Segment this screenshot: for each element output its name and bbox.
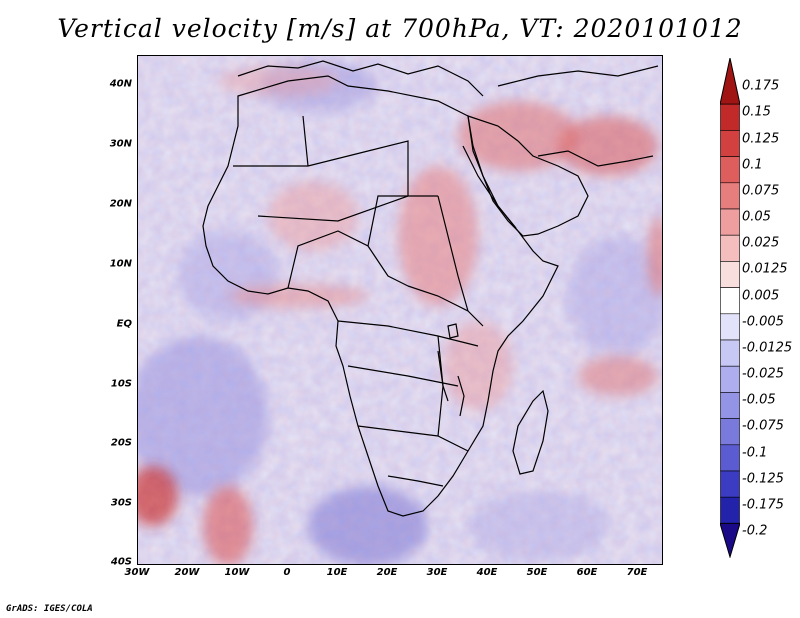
colorbar-cell [720, 103, 740, 131]
lon-label: 0 [283, 567, 291, 578]
colorbar-cell [720, 287, 740, 315]
colorbar-cell [720, 156, 740, 184]
lon-label: 30W [124, 567, 150, 578]
colorbar-label: 0.05 [742, 209, 771, 225]
lat-label: 40N [109, 78, 132, 90]
colorbar-label: 0.125 [742, 131, 780, 147]
colorbar-label: -0.2 [742, 523, 768, 539]
colorbar-cell [720, 182, 740, 210]
colorbar-label: -0.1 [742, 445, 768, 461]
colorbar-label: 0.15 [742, 104, 771, 120]
colorbar-cell [720, 496, 740, 524]
lon-label: 50E [526, 567, 548, 578]
lat-label: 10S [110, 378, 132, 390]
credit-text: GrADS: IGES/COLA [6, 604, 93, 614]
colorbar-cell [720, 208, 740, 236]
lon-label: 20W [174, 567, 200, 578]
colorbar-cell [720, 365, 740, 393]
colorbar-label: -0.0125 [742, 340, 793, 356]
lat-label: 20N [109, 198, 132, 210]
lon-label: 70E [626, 567, 648, 578]
colorbar-cell [720, 130, 740, 157]
colorbar-bottom-arrow [720, 522, 740, 558]
colorbar-top-arrow [720, 58, 740, 105]
lat-label: 30N [109, 138, 132, 150]
coastlines [202, 60, 659, 517]
colorbar [720, 58, 740, 558]
colorbar-cell [720, 234, 740, 262]
colorbar-cell [720, 470, 740, 498]
lon-label: 60E [576, 567, 598, 578]
colorbar-label: 0.0125 [742, 261, 788, 277]
lon-label: 30E [426, 567, 448, 578]
colorbar-label: -0.05 [742, 392, 776, 408]
colorbar-label: 0.075 [742, 183, 780, 199]
lat-label: 30S [110, 497, 132, 509]
colorbar-label: 0.005 [742, 288, 780, 304]
lon-label: 20E [376, 567, 398, 578]
lat-label: 20S [110, 437, 132, 449]
lat-label: EQ [116, 318, 132, 330]
colorbar-label: -0.125 [742, 471, 784, 487]
colorbar-cells [720, 58, 740, 558]
colorbar-cell [720, 392, 740, 419]
vertical-velocity-map [137, 55, 663, 565]
colorbar-label: 0.025 [742, 235, 780, 251]
lon-label: 10W [224, 567, 250, 578]
colorbar-label: -0.075 [742, 418, 784, 434]
colorbar-label: -0.175 [742, 497, 784, 513]
lon-label: 40E [476, 567, 498, 578]
lat-label: 10N [109, 258, 132, 270]
lat-label: 40S [110, 556, 132, 568]
colorbar-label: -0.005 [742, 314, 784, 330]
colorbar-cell [720, 339, 740, 367]
colorbar-cell [720, 418, 740, 446]
map-svg [138, 56, 662, 564]
colorbar-label: 0.175 [742, 78, 780, 94]
colorbar-cell [720, 313, 740, 341]
colorbar-cell [720, 261, 740, 288]
lon-label: 10E [326, 567, 348, 578]
colorbar-label: -0.025 [742, 366, 784, 382]
colorbar-cell [720, 444, 740, 472]
map-title: Vertical velocity [m/s] at 700hPa, VT: 2… [57, 14, 743, 43]
colorbar-label: 0.1 [742, 157, 763, 173]
